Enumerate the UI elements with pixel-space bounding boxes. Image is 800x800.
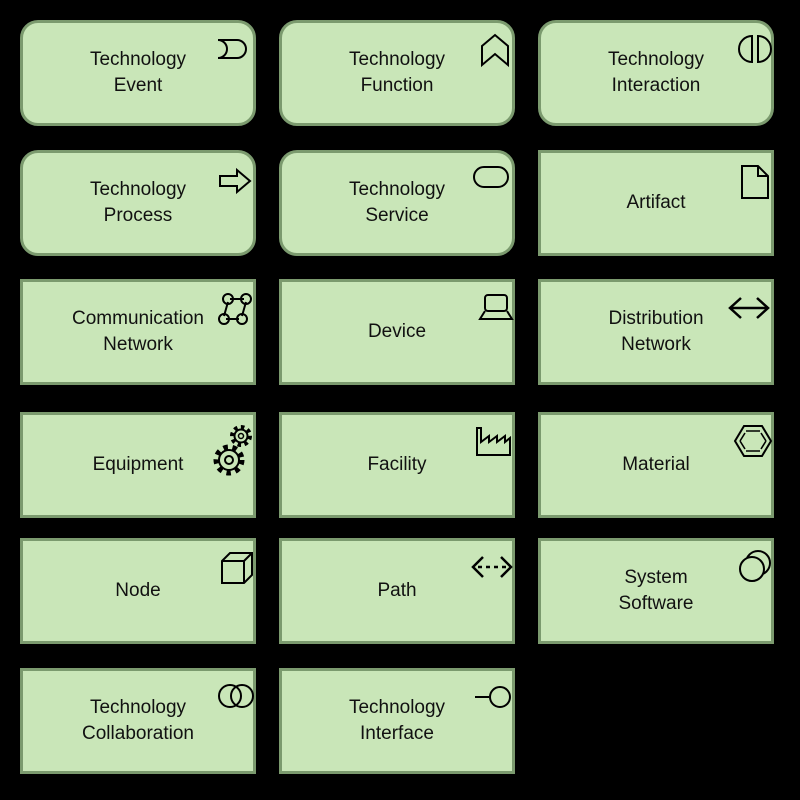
distribution-network-element: Distribution Network xyxy=(538,279,774,385)
interaction-icon xyxy=(738,34,772,64)
system-software-label: System Software xyxy=(618,567,694,614)
interface-icon xyxy=(475,686,511,708)
collaboration-icon xyxy=(218,684,254,708)
device-label: Device xyxy=(367,321,427,342)
device-element: Device xyxy=(279,279,515,385)
node-label: Node xyxy=(115,580,161,601)
communication-network-element: Communication Network xyxy=(20,279,256,385)
technology-interaction-label: Technology Interaction xyxy=(607,49,705,96)
technology-function-element: Technology Function xyxy=(279,20,515,126)
technology-interface-element: Technology Interface xyxy=(279,668,515,774)
artifact-element: Artifact xyxy=(538,150,774,256)
service-icon xyxy=(473,166,509,188)
system-software-icon xyxy=(739,550,771,582)
artifact-label: Artifact xyxy=(626,192,686,213)
hexagon-icon xyxy=(733,425,773,457)
distribution-network-label: Distribution Network xyxy=(608,308,704,355)
technology-process-label: Technology Process xyxy=(89,179,187,226)
technology-interface-label: Technology Interface xyxy=(348,697,446,744)
technology-collaboration-element: Technology Collaboration xyxy=(20,668,256,774)
gears-icon xyxy=(213,425,252,476)
equipment-element: Equipment xyxy=(20,412,256,518)
technology-collaboration-label: Technology Collaboration xyxy=(82,697,194,744)
event-icon xyxy=(217,39,247,59)
node-element: Node xyxy=(20,538,256,644)
process-arrow-icon xyxy=(219,167,252,195)
facility-label: Facility xyxy=(367,454,427,475)
network-icon xyxy=(218,293,252,325)
cube-icon xyxy=(221,552,253,584)
system-software-element: System Software xyxy=(538,538,774,644)
technology-service-label: Technology Service xyxy=(348,179,446,226)
equipment-label: Equipment xyxy=(92,454,184,475)
technology-service-element: Technology Service xyxy=(279,150,515,256)
path-label: Path xyxy=(377,580,417,601)
facility-element: Facility xyxy=(279,412,515,518)
factory-icon xyxy=(476,427,511,456)
artifact-icon xyxy=(741,165,769,199)
material-element: Material xyxy=(538,412,774,518)
double-arrow-icon xyxy=(728,297,770,319)
path-element: Path xyxy=(279,538,515,644)
communication-network-label: Communication Network xyxy=(72,308,204,355)
function-icon xyxy=(481,33,509,68)
technology-process-element: Technology Process xyxy=(20,150,256,256)
technology-function-label: Technology Function xyxy=(348,49,446,96)
technology-event-label: Technology Event xyxy=(89,49,187,96)
technology-event-element: Technology Event xyxy=(20,20,256,126)
technology-interaction-element: Technology Interaction xyxy=(538,20,774,126)
material-label: Material xyxy=(622,454,690,475)
device-icon xyxy=(478,294,514,320)
dashed-arrow-icon xyxy=(471,556,513,578)
